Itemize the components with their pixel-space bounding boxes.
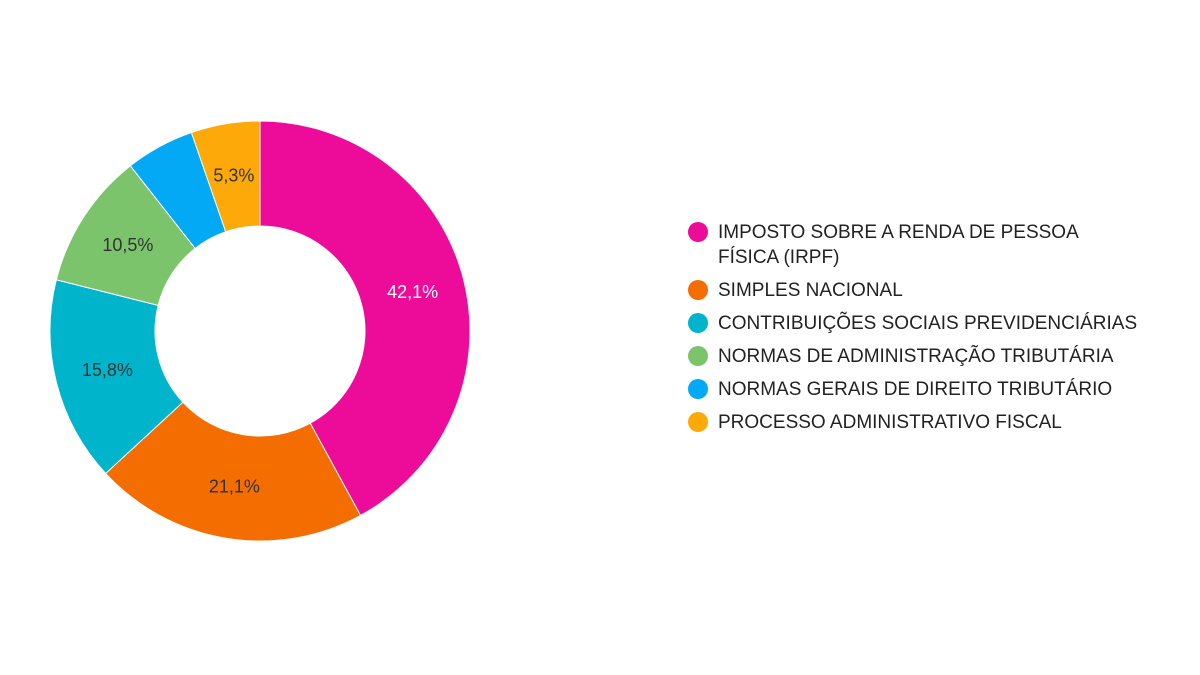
legend-label-4: NORMAS GERAIS DE DIREITO TRIBUTÁRIO [718, 379, 1113, 400]
legend-swatch-2 [688, 313, 708, 333]
legend-label-0: IMPOSTO SOBRE A RENDA DE PESSOA FÍSICA (… [718, 222, 1078, 268]
chart-legend: IMPOSTO SOBRE A RENDA DE PESSOA FÍSICA (… [688, 220, 1158, 443]
legend-swatch-0 [688, 222, 708, 242]
legend-item-0: IMPOSTO SOBRE A RENDA DE PESSOA FÍSICA (… [688, 220, 1158, 270]
slice-value-label-3: 10,5% [102, 235, 153, 255]
slice-value-label-2: 15,8% [82, 360, 133, 380]
slice-value-label-5: 5,3% [213, 166, 254, 186]
legend-label-1: SIMPLES NACIONAL [718, 280, 903, 301]
legend-swatch-5 [688, 412, 708, 432]
legend-item-1: SIMPLES NACIONAL [688, 278, 1158, 303]
legend-label-3: NORMAS DE ADMINISTRAÇÃO TRIBUTÁRIA [718, 346, 1114, 367]
donut-slice-labels: 42,1% 21,1% 15,8% 10,5% 5,3% [82, 166, 438, 497]
donut-slices [49, 120, 471, 542]
legend-swatch-1 [688, 280, 708, 300]
legend-label-2: CONTRIBUIÇÕES SOCIAIS PREVIDENCIÁRIAS [718, 313, 1138, 334]
legend-item-3: NORMAS DE ADMINISTRAÇÃO TRIBUTÁRIA [688, 344, 1158, 369]
legend-item-4: NORMAS GERAIS DE DIREITO TRIBUTÁRIO [688, 377, 1158, 402]
legend-item-2: CONTRIBUIÇÕES SOCIAIS PREVIDENCIÁRIAS [688, 311, 1158, 336]
legend-label-5: PROCESSO ADMINISTRATIVO FISCAL [718, 412, 1062, 433]
legend-swatch-4 [688, 379, 708, 399]
donut-slice-0 [259, 120, 471, 517]
slice-value-label-1: 21,1% [209, 476, 260, 496]
legend-item-5: PROCESSO ADMINISTRATIVO FISCAL [688, 410, 1158, 435]
donut-slice-1 [104, 401, 362, 542]
slice-value-label-0: 42,1% [387, 282, 438, 302]
donut-slice-5 [190, 120, 261, 233]
donut-slice-2 [49, 279, 184, 475]
legend-swatch-3 [688, 346, 708, 366]
